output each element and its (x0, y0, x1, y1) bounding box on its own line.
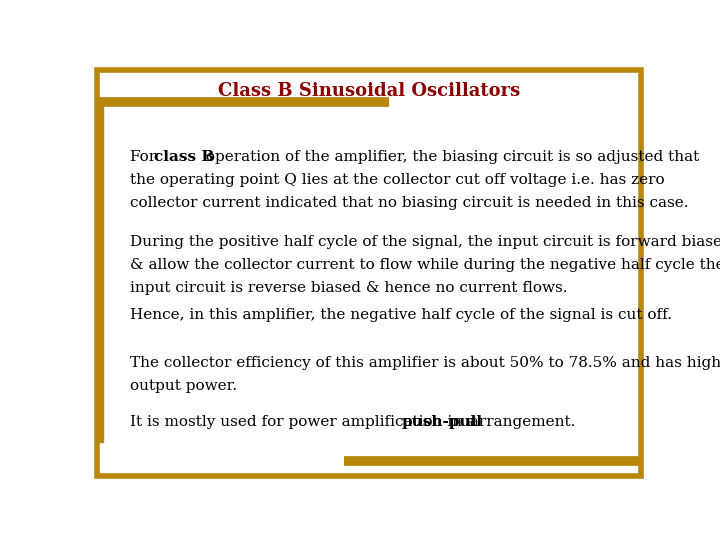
Text: push-pull: push-pull (402, 415, 483, 429)
Text: input circuit is reverse biased & hence no current flows.: input circuit is reverse biased & hence … (130, 281, 567, 295)
Text: arrangement.: arrangement. (465, 415, 575, 429)
Text: The collector efficiency of this amplifier is about 50% to 78.5% and has high: The collector efficiency of this amplifi… (130, 356, 720, 370)
Text: operation of the amplifier, the biasing circuit is so adjusted that: operation of the amplifier, the biasing … (201, 150, 699, 164)
Text: the operating point Q lies at the collector cut off voltage i.e. has zero: the operating point Q lies at the collec… (130, 173, 665, 187)
Text: Hence, in this amplifier, the negative half cycle of the signal is cut off.: Hence, in this amplifier, the negative h… (130, 308, 672, 322)
Text: output power.: output power. (130, 379, 238, 393)
Text: It is mostly used for power amplification in a: It is mostly used for power amplificatio… (130, 415, 481, 429)
Text: Class B Sinusoidal Oscillators: Class B Sinusoidal Oscillators (218, 82, 520, 100)
Bar (97, 103, 103, 442)
Text: collector current indicated that no biasing circuit is needed in this case.: collector current indicated that no bias… (130, 196, 688, 210)
Text: For: For (130, 150, 161, 164)
Text: During the positive half cycle of the signal, the input circuit is forward biase: During the positive half cycle of the si… (130, 235, 720, 249)
Text: class B: class B (154, 150, 215, 164)
Text: & allow the collector current to flow while during the negative half cycle the: & allow the collector current to flow wh… (130, 258, 720, 272)
